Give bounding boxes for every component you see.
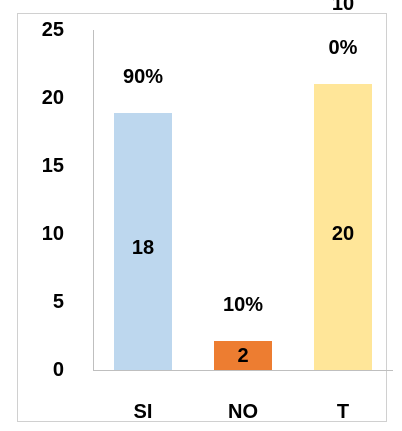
x-tick-label: SI <box>133 401 153 423</box>
data-label: 20 <box>331 223 355 245</box>
bar <box>114 112 172 126</box>
data-label: 18 <box>131 236 155 259</box>
percent-label: 100% <box>328 0 358 60</box>
x-tick-label: NO <box>228 401 258 423</box>
y-tick-label: 5 <box>52 291 64 313</box>
y-tick-label: 10 <box>41 223 64 245</box>
bar <box>314 84 372 98</box>
y-axis <box>93 30 94 370</box>
y-tick-label: 15 <box>41 155 64 177</box>
chart-frame <box>17 13 387 422</box>
y-tick-label: 25 <box>41 19 64 41</box>
bar <box>214 341 272 343</box>
y-tick-label: 0 <box>52 359 64 381</box>
percent-label: 10% <box>222 294 264 317</box>
percent-label: 90% <box>122 65 164 88</box>
bar <box>114 125 172 370</box>
x-axis <box>93 370 393 371</box>
data-label: 2 <box>237 345 249 368</box>
bar <box>314 98 372 370</box>
x-tick-label: T <box>336 401 350 423</box>
y-tick-label: 20 <box>41 87 64 109</box>
bar <box>214 342 272 370</box>
